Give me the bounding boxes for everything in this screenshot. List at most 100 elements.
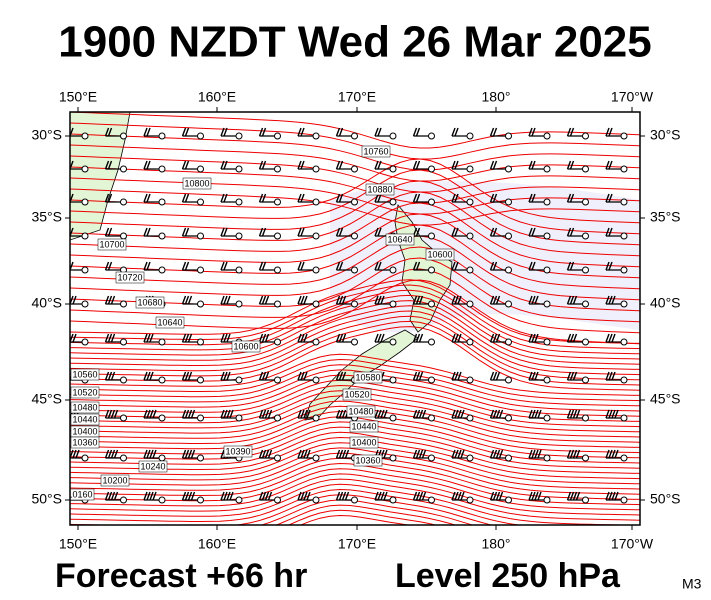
map-area: 10760 10800 10880 10640 10600 10700 10720 10680… <box>70 112 640 525</box>
station <box>505 266 512 274</box>
barb-feather <box>306 449 311 459</box>
barb-feather <box>258 227 264 237</box>
barb-feather <box>261 160 267 170</box>
barb-feather <box>572 409 578 419</box>
contour-line <box>299 514 411 525</box>
station <box>466 338 474 346</box>
barb-feather <box>374 295 379 305</box>
contour-label-box <box>100 474 130 487</box>
barb-feather <box>489 449 495 459</box>
station <box>582 338 589 346</box>
barb-feather <box>534 295 539 305</box>
barb-feather <box>569 160 575 170</box>
barb-feather <box>187 333 193 343</box>
barb-feather <box>495 371 501 381</box>
barb-feather <box>297 127 302 137</box>
top-lon-label: 150°E <box>59 89 97 105</box>
barb-feather <box>451 295 456 305</box>
barb-feather <box>181 127 187 137</box>
station <box>428 496 435 504</box>
station <box>428 132 435 140</box>
barb-feather <box>374 261 379 271</box>
barb-feather <box>489 227 495 237</box>
barb-feather <box>454 261 459 271</box>
station <box>466 198 474 206</box>
contour-label: 10400 <box>351 437 376 447</box>
contour-label: 10440 <box>72 414 97 424</box>
barb-feather <box>572 449 578 459</box>
station <box>197 165 204 173</box>
barb-feather <box>223 333 228 343</box>
barb-feather <box>261 409 267 419</box>
barb-feather <box>258 449 264 459</box>
barb-feather <box>300 127 305 137</box>
barb-feather <box>146 160 151 170</box>
barb-feather <box>451 193 456 203</box>
station <box>81 165 89 173</box>
barb-feather <box>531 295 536 305</box>
station <box>197 376 204 384</box>
barb-feather <box>492 261 498 271</box>
barb-feather <box>415 371 421 381</box>
contour-label: 10600 <box>233 341 258 351</box>
right-lat-label: 50°S <box>650 491 681 507</box>
station <box>389 300 397 308</box>
contour-line <box>70 213 640 279</box>
barb-feather <box>611 333 616 343</box>
contour-line <box>70 122 640 160</box>
station <box>543 165 551 173</box>
station <box>274 376 281 384</box>
barb-feather <box>495 449 501 459</box>
bottom-lon-label: 170°W <box>611 536 654 552</box>
barb-feather <box>537 449 542 459</box>
barb-feather <box>181 295 187 305</box>
contour-label: 10520 <box>344 389 369 399</box>
barb-feather <box>300 491 305 501</box>
barb-feather <box>418 295 424 305</box>
barb-feather <box>220 333 225 343</box>
station <box>158 232 166 240</box>
contour-label-box <box>223 445 253 458</box>
station <box>120 300 127 308</box>
barb-feather <box>412 333 418 343</box>
barb-feather <box>300 227 305 237</box>
barb-feather <box>113 449 119 459</box>
contour-label: 10640 <box>387 234 412 244</box>
barb-feather <box>107 333 113 343</box>
station <box>197 266 204 274</box>
station <box>120 232 127 240</box>
station <box>466 165 474 173</box>
barb-feather <box>377 295 382 305</box>
bottom-lon-label: 160°E <box>198 536 236 552</box>
barb-feather <box>187 371 193 381</box>
barb-feather <box>300 333 305 343</box>
station <box>543 132 551 140</box>
station <box>197 414 204 422</box>
barb-feather <box>608 371 613 381</box>
barb-feather <box>454 193 459 203</box>
contour-line <box>70 235 640 301</box>
barb-feather <box>104 227 110 237</box>
barb-feather <box>181 160 187 170</box>
barb-feather <box>303 371 308 381</box>
barb-feather <box>608 491 613 501</box>
barb-feather <box>184 261 190 271</box>
barb-feather <box>338 127 344 137</box>
station <box>543 454 551 462</box>
map-frame <box>69 111 641 526</box>
station <box>274 338 281 346</box>
barb-feather <box>267 449 273 459</box>
contour-label-box <box>349 436 379 449</box>
station <box>505 232 512 240</box>
barb-feather <box>569 295 575 305</box>
barb-feather <box>146 127 151 137</box>
barb-feather <box>297 160 302 170</box>
barb-feather <box>184 409 190 419</box>
barb-feather <box>264 449 270 459</box>
barb-feather <box>374 333 379 343</box>
barb-feather <box>110 333 116 343</box>
barb-feather <box>421 491 427 501</box>
barb-feather <box>498 449 504 459</box>
barb-feather <box>149 449 154 459</box>
barb-feather <box>566 261 572 271</box>
